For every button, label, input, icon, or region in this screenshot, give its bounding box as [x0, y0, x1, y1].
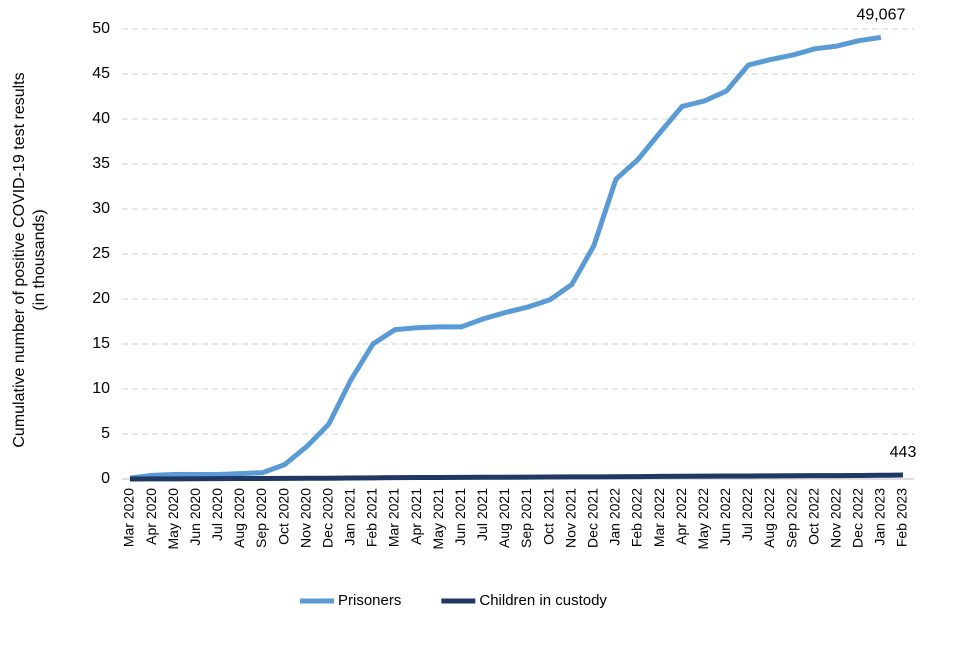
x-tick-label: Jan 2022 — [607, 488, 623, 546]
x-tick-label: Feb 2023 — [894, 488, 910, 547]
x-tick-label: Dec 2020 — [319, 488, 335, 548]
y-tick-label: 50 — [92, 20, 110, 37]
data-label: 443 — [890, 444, 917, 461]
x-tick-label: Jul 2021 — [474, 488, 490, 541]
x-tick-label: Apr 2022 — [673, 488, 689, 545]
y-tick-label: 0 — [101, 470, 110, 487]
x-tick-label: Sep 2022 — [783, 488, 799, 548]
x-tick-label: May 2022 — [695, 488, 711, 550]
y-tick-label: 45 — [92, 65, 110, 82]
x-tick-label: Feb 2021 — [364, 488, 380, 547]
legend-label: Children in custody — [479, 592, 607, 609]
y-axis-title-line: Cumulative number of positive COVID-19 t… — [11, 72, 28, 447]
x-tick-label: Mar 2022 — [651, 488, 667, 547]
x-tick-label: Aug 2020 — [231, 488, 247, 548]
x-tick-label: Dec 2022 — [850, 488, 866, 548]
x-tick-label: Jun 2022 — [717, 488, 733, 546]
x-tick-label: Feb 2022 — [629, 488, 645, 547]
y-tick-label: 15 — [92, 335, 110, 352]
x-tick-label: Oct 2020 — [275, 488, 291, 545]
x-tick-label: Jun 2020 — [187, 488, 203, 546]
x-tick-label: May 2021 — [430, 488, 446, 550]
y-tick-label: 25 — [92, 245, 110, 262]
y-tick-label: 40 — [92, 110, 110, 127]
y-tick-label: 5 — [101, 425, 110, 442]
x-tick-label: Dec 2021 — [585, 488, 601, 548]
x-tick-label: Aug 2022 — [761, 488, 777, 548]
x-tick-label: Jan 2021 — [342, 488, 358, 546]
y-axis-title: Cumulative number of positive COVID-19 t… — [11, 72, 48, 447]
y-tick-label: 20 — [92, 290, 110, 307]
x-tick-label: May 2020 — [165, 488, 181, 550]
data-label: 49,067 — [856, 7, 905, 24]
x-tick-label: Jun 2021 — [452, 488, 468, 546]
x-tick-label: Aug 2021 — [496, 488, 512, 548]
series-line — [129, 34, 882, 481]
x-tick-label: Jan 2023 — [872, 488, 888, 546]
y-axis-title-line: (in thousands) — [31, 209, 48, 310]
x-tick-label: Oct 2022 — [805, 488, 821, 545]
legend-label: Prisoners — [338, 592, 401, 609]
x-tick-label: Sep 2021 — [518, 488, 534, 548]
x-tick-label: Mar 2020 — [121, 488, 137, 547]
y-tick-label: 35 — [92, 155, 110, 172]
x-tick-label: Jul 2022 — [739, 488, 755, 541]
x-tick-label: Nov 2020 — [297, 488, 313, 548]
x-tick-label: Nov 2022 — [827, 488, 843, 548]
y-tick-label: 10 — [92, 380, 110, 397]
x-tick-label: Jul 2020 — [209, 488, 225, 541]
x-tick-label: Apr 2020 — [143, 488, 159, 545]
x-tick-label: Oct 2021 — [540, 488, 556, 545]
x-tick-label: Apr 2021 — [408, 488, 424, 545]
x-tick-label: Nov 2021 — [562, 488, 578, 548]
x-tick-label: Sep 2020 — [253, 488, 269, 548]
y-tick-label: 30 — [92, 200, 110, 217]
x-tick-label: Mar 2021 — [386, 488, 402, 547]
series-line — [129, 472, 904, 482]
